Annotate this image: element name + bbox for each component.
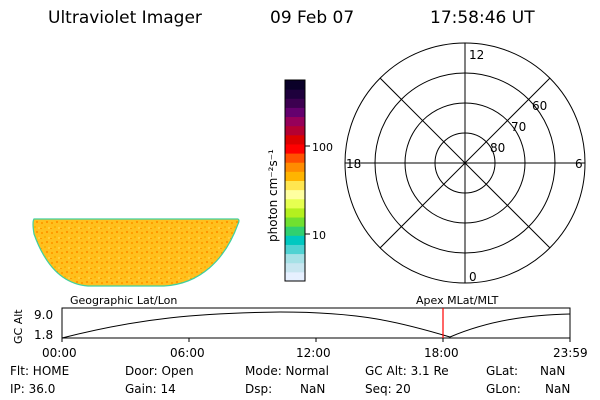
polar-label-0: 0 bbox=[469, 270, 477, 284]
x-tick-label-1800: 18:00 bbox=[424, 346, 459, 360]
colorbar-stripe bbox=[285, 180, 305, 191]
colorbar-stripe bbox=[285, 198, 305, 209]
colorbar-stripe bbox=[285, 189, 305, 200]
header-date: 09 Feb 07 bbox=[270, 8, 355, 28]
colorbar bbox=[285, 80, 305, 282]
status-seq: Seq: 20 bbox=[365, 382, 411, 396]
colorbar-stripe bbox=[285, 125, 305, 136]
polar-diagonal-2 bbox=[379, 77, 551, 249]
colorbar-stripe bbox=[285, 207, 305, 218]
polar-label-80: 80 bbox=[490, 141, 505, 155]
colorbar-stripe bbox=[285, 171, 305, 181]
timeline-y-tick-1.8: 1.8 bbox=[34, 328, 53, 342]
timeline-y-axis-label: GC Alt bbox=[12, 309, 25, 344]
aurora-image bbox=[32, 218, 240, 287]
colorbar-stripe bbox=[285, 98, 305, 108]
status-ip: IP: 36.0 bbox=[10, 382, 56, 396]
polar-label-18: 18 bbox=[346, 157, 361, 171]
colorbar-label-100: 100 bbox=[312, 141, 333, 154]
status-gc-alt: GC Alt: 3.1 Re bbox=[365, 364, 449, 378]
colorbar-stripe bbox=[285, 107, 305, 118]
header-time: 17:58:46 UT bbox=[430, 8, 535, 28]
status-flight: Flt: HOME bbox=[10, 364, 70, 378]
polar-label-60: 60 bbox=[532, 99, 547, 113]
altitude-curve bbox=[61, 311, 571, 339]
colorbar-stripe bbox=[285, 244, 305, 255]
colorbar-stripe bbox=[285, 134, 305, 145]
x-tick-label-0000: 00:00 bbox=[42, 346, 77, 360]
colorbar-stripe bbox=[285, 235, 305, 245]
status-glat-value: NaN bbox=[540, 364, 566, 378]
colorbar-label-10: 10 bbox=[312, 229, 326, 242]
polar-grid bbox=[344, 42, 586, 284]
status-glat-label: GLat: bbox=[486, 364, 519, 378]
colorbar-stripe bbox=[285, 143, 305, 154]
colorbar-stripe bbox=[285, 253, 305, 264]
polar-label-12: 12 bbox=[469, 48, 484, 62]
colorbar-frame bbox=[284, 79, 306, 282]
timeline-y-tick-9: 9.0 bbox=[34, 308, 53, 322]
timeline-right-label: Apex MLat/MLT bbox=[416, 294, 499, 307]
timeline-left-label: Geographic Lat/Lon bbox=[70, 294, 177, 307]
colorbar-stripe bbox=[285, 116, 305, 127]
colorbar-stripe bbox=[285, 80, 305, 90]
colorbar-stripe bbox=[285, 226, 305, 236]
colorbar-unit: photon cm⁻²s⁻¹ bbox=[266, 149, 280, 242]
polar-label-70: 70 bbox=[511, 120, 526, 134]
status-mode: Mode: Normal bbox=[245, 364, 329, 378]
colorbar-stripe bbox=[285, 262, 305, 273]
colorbar-stripe bbox=[285, 89, 305, 99]
colorbar-stripe bbox=[285, 271, 305, 282]
status-door: Door: Open bbox=[125, 364, 194, 378]
app-title: Ultraviolet Imager bbox=[48, 8, 202, 28]
status-dsp-value: NaN bbox=[300, 382, 326, 396]
colorbar-stripe bbox=[285, 162, 305, 172]
colorbar-stripe bbox=[285, 217, 305, 227]
status-glon-value: NaN bbox=[545, 382, 571, 396]
x-tick-label-1200: 12:00 bbox=[296, 346, 331, 360]
x-tick-label-2359: 23:59 bbox=[553, 346, 588, 360]
polar-label-6: 6 bbox=[575, 157, 583, 171]
status-glon-label: GLon: bbox=[486, 382, 521, 396]
status-dsp-label: Dsp: bbox=[245, 382, 273, 396]
x-tick-label-0600: 06:00 bbox=[170, 346, 205, 360]
status-gain: Gain: 14 bbox=[125, 382, 176, 396]
colorbar-stripe bbox=[285, 153, 305, 163]
